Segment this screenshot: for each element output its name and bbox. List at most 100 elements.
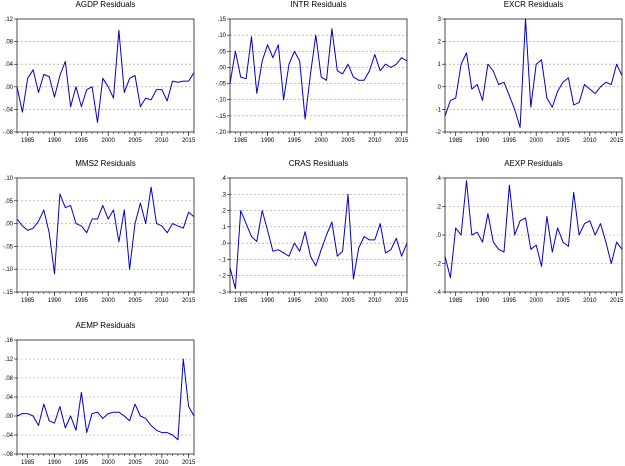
intr-residuals-ytick-label: -.05 bbox=[216, 82, 227, 88]
excr-residuals-xtick-label: 2015 bbox=[610, 138, 624, 144]
agdp-residuals-chart: AGDP Residuals .12 .08 .04 .00 -.04 -.08 1985 19… bbox=[3, 0, 196, 144]
aemp-residuals-ytick-label: -.08 bbox=[3, 452, 14, 458]
aexp-residuals-title: AEXP Residuals bbox=[504, 159, 563, 168]
intr-residuals-plot-frame bbox=[229, 18, 408, 133]
aexp-residuals-xtick-label: 2000 bbox=[530, 298, 544, 304]
aemp-residuals-ytick-label: .08 bbox=[5, 376, 14, 382]
mms2-residuals-ytick-label: .10 bbox=[5, 176, 14, 182]
mms2-residuals-series-line bbox=[16, 186, 195, 275]
agdp-residuals-ytick-label: -.04 bbox=[3, 107, 14, 113]
intr-residuals-chart: INTR Residuals .15 .10 .05 .00 -.05 -.10 -.15 -.… bbox=[216, 0, 409, 144]
aexp-residuals-ytick-label: -.2 bbox=[434, 262, 442, 268]
cras-residuals-chart: CRAS Residuals .4 .3 .2 .1 .0 -.1 -.2 -.3 1985 199… bbox=[219, 159, 409, 304]
cras-residuals-ytick-label: -.1 bbox=[219, 257, 227, 263]
aexp-residuals-ytick-label: .2 bbox=[436, 205, 442, 211]
intr-residuals-ytick-label: .05 bbox=[218, 49, 227, 55]
excr-residuals-ytick-label: -1 bbox=[436, 107, 442, 113]
mms2-residuals-xtick-label: 2010 bbox=[155, 298, 169, 304]
cras-residuals-xtick-label: 1990 bbox=[261, 298, 275, 304]
excr-residuals-xtick-label: 2005 bbox=[556, 138, 570, 144]
aexp-residuals-xtick-label: 1985 bbox=[449, 298, 463, 304]
agdp-residuals-xtick-label: 2010 bbox=[155, 138, 169, 144]
intr-residuals-title: INTR Residuals bbox=[290, 0, 346, 9]
intr-residuals-ytick-label: .15 bbox=[218, 17, 227, 23]
agdp-residuals-ytick-label: -.08 bbox=[3, 130, 14, 136]
cras-residuals-ytick-label: .1 bbox=[221, 225, 227, 231]
intr-residuals-xtick-label: 2010 bbox=[368, 138, 382, 144]
agdp-residuals-xtick-label: 2000 bbox=[102, 138, 116, 144]
excr-residuals-plot-frame bbox=[444, 18, 623, 133]
excr-residuals-xtick-label: 1995 bbox=[503, 138, 517, 144]
aexp-residuals-ytick-label: .4 bbox=[436, 176, 442, 182]
aemp-residuals-xtick-label: 2015 bbox=[182, 460, 196, 466]
aexp-residuals-xtick-label: 1995 bbox=[503, 298, 517, 304]
cras-residuals-xtick-label: 1985 bbox=[234, 298, 248, 304]
agdp-residuals-plot-frame bbox=[16, 18, 195, 133]
mms2-residuals-plot-frame bbox=[16, 177, 195, 293]
aexp-residuals-series-line bbox=[444, 180, 623, 279]
aemp-residuals-plot-frame bbox=[16, 339, 195, 455]
mms2-residuals-xtick-label: 2005 bbox=[128, 298, 142, 304]
agdp-residuals-xtick-label: 2005 bbox=[128, 138, 142, 144]
intr-residuals-ytick-label: -.10 bbox=[216, 98, 227, 104]
agdp-residuals-ytick-label: .12 bbox=[5, 17, 14, 23]
excr-residuals-ytick-label: 1 bbox=[438, 62, 442, 68]
cras-residuals-xtick-label: 2000 bbox=[315, 298, 329, 304]
cras-residuals-title: CRAS Residuals bbox=[289, 159, 349, 168]
aemp-residuals-title: AEMP Residuals bbox=[76, 321, 136, 330]
aemp-residuals-ytick-label: .04 bbox=[5, 395, 14, 401]
aemp-residuals-ytick-label: -.04 bbox=[3, 433, 14, 439]
cras-residuals-xtick-label: 2010 bbox=[368, 298, 382, 304]
agdp-residuals-title: AGDP Residuals bbox=[76, 0, 136, 9]
intr-residuals-ytick-label: -.20 bbox=[216, 130, 227, 136]
cras-residuals-xtick-label: 2005 bbox=[341, 298, 355, 304]
agdp-residuals-xtick-label: 1990 bbox=[48, 138, 62, 144]
excr-residuals-xtick-label: 2010 bbox=[583, 138, 597, 144]
excr-residuals-xtick-label: 1985 bbox=[449, 138, 463, 144]
aexp-residuals-xtick-label: 1990 bbox=[476, 298, 490, 304]
cras-residuals-ytick-label: -.3 bbox=[219, 290, 227, 296]
intr-residuals-ytick-label: .10 bbox=[218, 33, 227, 39]
intr-residuals-xtick-label: 2005 bbox=[341, 138, 355, 144]
aemp-residuals-xtick-label: 1995 bbox=[75, 460, 89, 466]
aexp-residuals-xtick-label: 2005 bbox=[556, 298, 570, 304]
mms2-residuals-xtick-label: 2015 bbox=[182, 298, 196, 304]
aexp-residuals-chart: AEXP Residuals .4 .2 .0 -.2 -.4 1985 1990 1995 20… bbox=[434, 159, 624, 304]
mms2-residuals-chart: MMS2 Residuals .10 .05 .00 -.05 -.10 -.15 1985 1… bbox=[3, 159, 196, 304]
intr-residuals-xtick-label: 1985 bbox=[234, 138, 248, 144]
intr-residuals-xtick-label: 2000 bbox=[315, 138, 329, 144]
aemp-residuals-xtick-label: 2005 bbox=[128, 460, 142, 466]
mms2-residuals-title: MMS2 Residuals bbox=[75, 159, 135, 168]
intr-residuals-xtick-label: 1995 bbox=[288, 138, 302, 144]
cras-residuals-plot-frame bbox=[229, 177, 408, 293]
mms2-residuals-xtick-label: 1995 bbox=[75, 298, 89, 304]
agdp-residuals-series-line bbox=[16, 29, 195, 123]
mms2-residuals-ytick-label: .00 bbox=[5, 222, 14, 228]
intr-residuals-xtick-label: 2015 bbox=[395, 138, 409, 144]
mms2-residuals-ytick-label: .05 bbox=[5, 199, 14, 205]
cras-residuals-xtick-label: 1995 bbox=[288, 298, 302, 304]
aemp-residuals-xtick-label: 2010 bbox=[155, 460, 169, 466]
mms2-residuals-ytick-label: -.10 bbox=[3, 267, 14, 273]
aemp-residuals-xtick-label: 2000 bbox=[102, 460, 116, 466]
excr-residuals-chart: EXCR Residuals 3 2 1 0 -1 -2 1985 1990 1995 2000 20… bbox=[436, 0, 624, 144]
excr-residuals-series-line bbox=[444, 18, 623, 128]
cras-residuals-ytick-label: -.2 bbox=[219, 274, 227, 280]
aexp-residuals-xtick-label: 2010 bbox=[583, 298, 597, 304]
aexp-residuals-xtick-label: 2015 bbox=[610, 298, 624, 304]
excr-residuals-ytick-label: -2 bbox=[436, 130, 442, 136]
agdp-residuals-xtick-label: 1985 bbox=[21, 138, 35, 144]
aemp-residuals-ytick-label: .16 bbox=[5, 338, 14, 344]
mms2-residuals-ytick-label: -.05 bbox=[3, 244, 14, 250]
aexp-residuals-ytick-label: -.4 bbox=[434, 290, 442, 296]
agdp-residuals-xtick-label: 2015 bbox=[182, 138, 196, 144]
cras-residuals-series-line bbox=[229, 193, 408, 290]
aemp-residuals-xtick-label: 1985 bbox=[21, 460, 35, 466]
excr-residuals-ytick-label: 2 bbox=[438, 40, 442, 46]
excr-residuals-ytick-label: 0 bbox=[438, 85, 442, 91]
agdp-residuals-ytick-label: .00 bbox=[5, 85, 14, 91]
aemp-residuals-series-line bbox=[16, 358, 195, 441]
aemp-residuals-ytick-label: .00 bbox=[5, 414, 14, 420]
excr-residuals-ytick-label: 3 bbox=[438, 17, 442, 23]
mms2-residuals-ytick-label: -.15 bbox=[3, 290, 14, 296]
